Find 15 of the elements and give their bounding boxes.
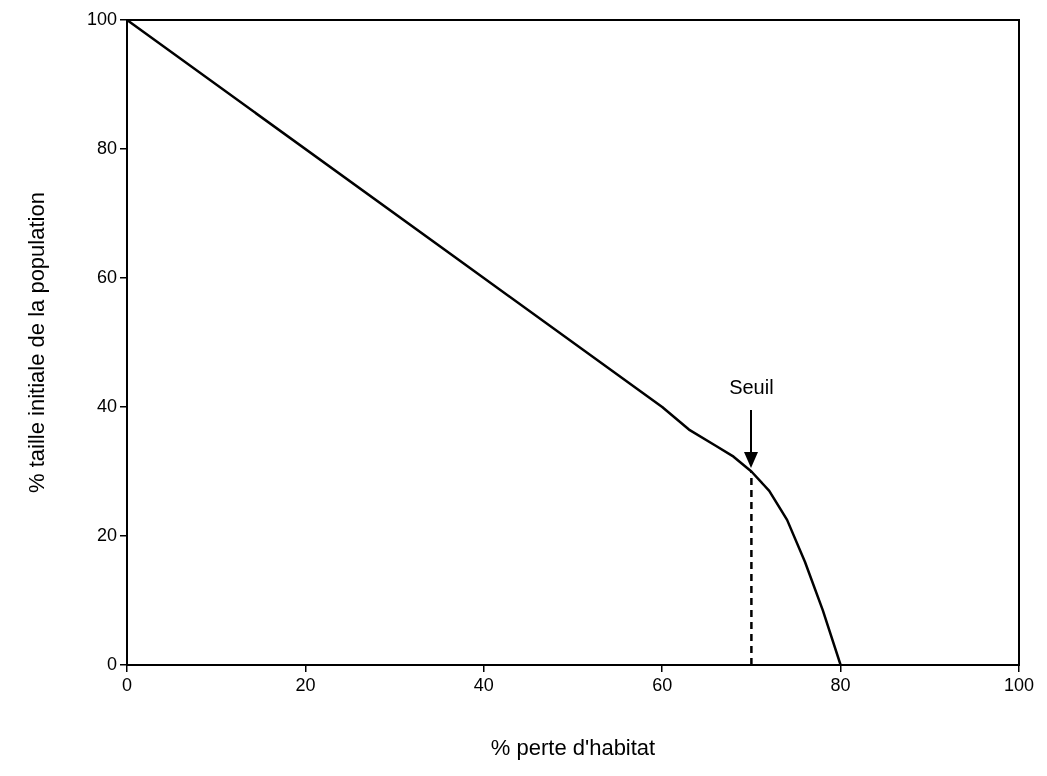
y-axis-title: % taille initiale de la population <box>24 192 50 493</box>
x-tick-label: 0 <box>121 674 133 695</box>
y-tick-label: 80 <box>96 137 117 158</box>
x-tick-label: 40 <box>473 674 494 695</box>
x-tick-label: 60 <box>652 674 673 695</box>
y-tick-label: 100 <box>86 8 117 29</box>
y-tick-label: 40 <box>96 395 117 416</box>
x-tick-label: 20 <box>295 674 316 695</box>
x-axis-title: % perte d'habitat <box>490 734 656 760</box>
y-tick-label: 60 <box>96 266 117 287</box>
y-tick-label: 0 <box>106 653 117 674</box>
y-tick-label: 20 <box>96 524 117 545</box>
x-tick-label: 80 <box>830 674 851 695</box>
annotation: Seuil <box>729 375 774 399</box>
x-tick-label: 100 <box>1003 674 1035 695</box>
